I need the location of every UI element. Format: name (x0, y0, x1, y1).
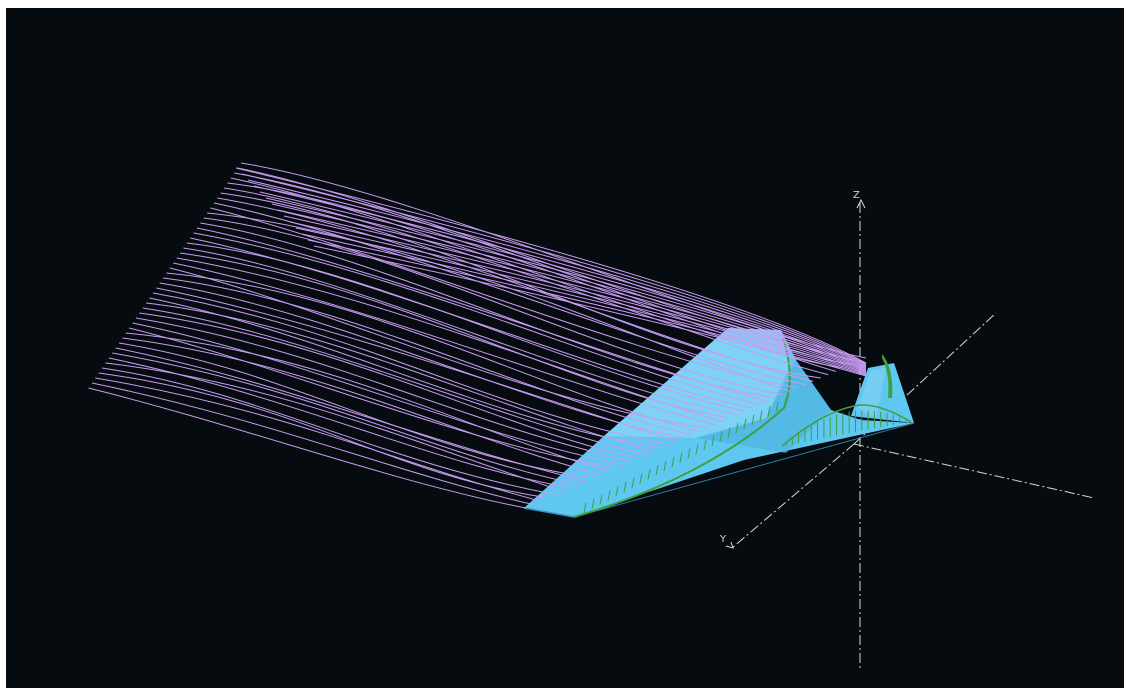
pressure-vector (719, 431, 723, 442)
streamline (240, 162, 867, 359)
streamline (132, 322, 625, 466)
pressure-curve-main (573, 337, 791, 518)
streamline (259, 191, 867, 368)
streamline (179, 252, 731, 419)
streamline (301, 233, 867, 375)
streamline (118, 342, 595, 479)
streamline (200, 222, 776, 399)
streamline (277, 209, 867, 371)
streamline (203, 217, 783, 396)
streamline (135, 317, 632, 462)
z-axis-arrow (856, 198, 866, 209)
streamline (98, 372, 549, 499)
pressure-vector (727, 427, 731, 438)
pressure-vector (631, 477, 635, 488)
y-axis-label: Y (719, 534, 727, 545)
streamline (207, 212, 791, 392)
streamline (289, 221, 867, 373)
pressure-vector (655, 465, 659, 476)
streamline (241, 173, 867, 365)
streamline (91, 382, 534, 506)
streamline (142, 307, 648, 456)
streamline (169, 267, 708, 429)
streamline (149, 297, 663, 449)
streamline (307, 239, 867, 376)
pressure-vector (671, 456, 675, 467)
streamline (101, 367, 557, 496)
pressure-vector (663, 460, 667, 472)
pressure-vector (679, 452, 683, 463)
y-axis-line (731, 443, 855, 549)
streamline (186, 242, 746, 412)
pressure-vector (703, 439, 707, 451)
y-axis-arrow (725, 541, 734, 549)
streamline (173, 262, 716, 426)
x-axis-line (853, 443, 1095, 499)
streamline (193, 232, 761, 406)
pressure-vector (599, 494, 603, 505)
streamline (152, 292, 670, 446)
streamline (183, 247, 738, 416)
streamline-group (88, 162, 867, 509)
streamline (283, 215, 867, 372)
pressure-vector (743, 418, 747, 430)
streamline (139, 312, 640, 459)
pressure-vector (583, 502, 587, 514)
streamline (295, 227, 867, 374)
pressure-vector (615, 486, 619, 497)
wing-edge (523, 507, 575, 518)
wing-trailing-edge (573, 422, 915, 518)
streamline (253, 185, 867, 367)
pressure-vector (687, 448, 691, 459)
streamline (223, 187, 829, 376)
pressure-vector (623, 481, 627, 493)
streamline (235, 167, 867, 364)
pressure-vector (775, 402, 779, 413)
streamline (247, 179, 867, 366)
streamline (220, 192, 821, 379)
pressure-vector (751, 414, 755, 425)
wing-upper-facet (604, 328, 791, 438)
pressure-vector (759, 410, 763, 421)
pressure-vector (695, 444, 699, 455)
3d-viewport[interactable]: Z Y (6, 8, 1124, 688)
pressure-vector (647, 469, 651, 480)
pressure-spike (882, 354, 893, 398)
streamline (313, 245, 867, 377)
streamline (190, 237, 753, 409)
scene-canvas[interactable]: Z Y (6, 8, 1124, 688)
pressure-curve-tail (781, 404, 912, 447)
streamline (159, 282, 685, 439)
z-axis-label: Z (853, 190, 860, 201)
streamline (125, 332, 610, 472)
streamline (166, 272, 700, 432)
streamline (129, 327, 617, 469)
pressure-vector-group (583, 397, 907, 514)
pressure-vector (735, 423, 739, 434)
pressure-vector (591, 498, 595, 509)
streamline (88, 387, 527, 509)
streamline (210, 207, 799, 389)
streamline (122, 337, 602, 476)
streamline (112, 352, 579, 486)
pressure-vector (607, 490, 611, 501)
streamline (265, 197, 867, 369)
pressure-vector (711, 435, 715, 446)
streamline (271, 203, 867, 370)
streamline (162, 277, 693, 436)
streamline (108, 357, 572, 489)
pressure-vector (639, 473, 643, 484)
pressure-vector (767, 406, 771, 417)
